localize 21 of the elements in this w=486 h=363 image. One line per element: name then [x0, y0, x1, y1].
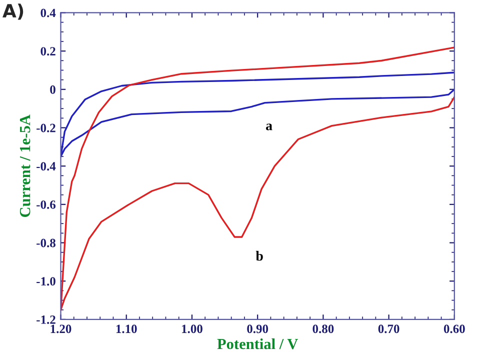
x-axis-title: Potential / V [217, 338, 298, 350]
y-axis-title: Current / 1e-5A [20, 114, 30, 217]
y-tick-label: -0.4 [36, 162, 56, 171]
x-tick-label: 1.20 [50, 324, 72, 334]
x-tick-label: 1.10 [116, 324, 137, 334]
y-tick-label: 0.4 [40, 8, 56, 18]
text: A) [2, 4, 24, 20]
x-tick-label: 1.00 [182, 324, 202, 334]
x-tick-label: 0.70 [378, 324, 400, 334]
x-tick-label: 0.90 [247, 324, 268, 334]
y-tick-label: -0.6 [36, 200, 56, 209]
y-tick-label: -0.2 [36, 124, 56, 132]
annotation: a [266, 124, 272, 130]
y-tick-label: 0.2 [40, 47, 56, 56]
y-tick-label: -1.0 [36, 277, 56, 286]
y-tick-label: 0 [50, 85, 56, 94]
x-tick-label: 0.80 [312, 324, 334, 334]
y-tick-label: -0.8 [36, 238, 56, 248]
y-tick-label: -1.2 [36, 316, 56, 324]
annotation: b [256, 250, 263, 261]
x-tick-label: 0.60 [444, 324, 465, 334]
